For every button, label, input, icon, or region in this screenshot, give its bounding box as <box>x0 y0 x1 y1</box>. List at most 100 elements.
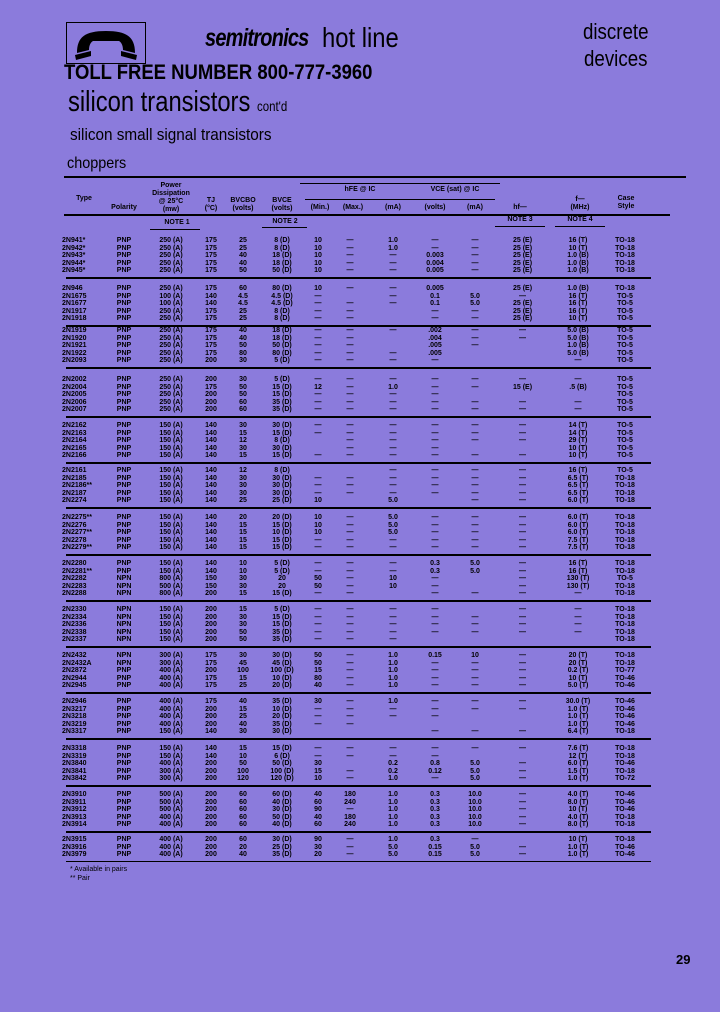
cell-bvceo: 15 (D) <box>272 429 292 437</box>
cell-ft: 8.0 (T) <box>567 798 589 806</box>
cell-ft: 10 (T) <box>568 674 588 682</box>
table-row: 2N2945 PNP 400 (A) 175 25 20 (D) 40 — 1.0 — — — 5.0 … <box>0 682 720 690</box>
cell-vce-ic: — <box>471 307 479 315</box>
cell-vce-sat: — <box>431 590 439 598</box>
cell-vce-sat: 0.003 <box>426 252 444 260</box>
cell-vce-sat: — <box>431 728 439 736</box>
cell-bvceo: 5 (D) <box>274 357 290 365</box>
cell-vce-sat: .002 <box>428 327 442 334</box>
cell-vce-sat: 0.005 <box>426 267 444 275</box>
cell-vce-ic: — <box>471 398 479 406</box>
cell-hfe-min: — <box>314 560 322 567</box>
cell-bvcbo: 80 <box>239 349 247 357</box>
cell-hfe-max: — <box>346 613 354 621</box>
cell-type: 2N2872 <box>62 667 87 675</box>
cell-vce-ic: — <box>471 259 479 267</box>
cell-bvceo: 15 (D) <box>272 613 292 621</box>
note-1: NOTE 1 <box>164 219 190 226</box>
header-vce-volts: (volts) <box>424 204 446 211</box>
cell-case: TO-46 <box>615 791 635 798</box>
cell-tj: 175 <box>205 698 217 705</box>
cell-hfe-max: — <box>346 444 354 452</box>
cell-bvceo: 30 (D) <box>272 489 292 497</box>
cell-polarity: PNP <box>116 452 132 460</box>
cell-tj: 140 <box>205 544 217 552</box>
cell-bvcbo: 50 <box>239 760 247 768</box>
cell-polarity: NPN <box>116 613 132 621</box>
cell-bvcbo: 50 <box>239 391 247 399</box>
cell-ft: 1.0 (B) <box>567 285 589 292</box>
cell-type: 2N1675 <box>62 292 87 300</box>
header-hfe-ic: (mA) <box>385 204 401 211</box>
cell-ft: 16 (T) <box>568 560 588 567</box>
cell-vce-ic: — <box>471 698 479 705</box>
table-row: 2N2334 NPN 150 (A) 200 30 15 (D) — — — — — — — TO-18 <box>0 614 720 622</box>
cell-bvceo: 35 (D) <box>272 628 292 636</box>
cell-hfe-small: — <box>519 682 526 690</box>
cell-bvcbo: 40 <box>239 698 247 705</box>
cell-vce-ic: 5.0 <box>470 300 480 308</box>
cell-vce-sat: — <box>431 674 439 682</box>
table-row: 2N2006 PNP 250 (A) 200 60 35 (D) — — — — — — — TO-5 <box>0 399 720 407</box>
cell-hfe-ic: — <box>389 713 397 721</box>
cell-hfe-min: — <box>314 334 322 342</box>
cell-hfe-min: — <box>314 636 322 644</box>
cell-hfe-max: — <box>346 705 354 713</box>
cell-case: TO-18 <box>615 244 635 252</box>
cell-hfe-min: 20 <box>314 851 322 859</box>
cell-ft: 5.0 (B) <box>567 327 589 334</box>
cell-bvceo: 18 (D) <box>272 334 292 342</box>
cell-hfe-small: — <box>519 452 526 460</box>
cell-type: 2N2162 <box>62 422 87 429</box>
cell-vce-ic: — <box>471 429 479 437</box>
cell-tj: 200 <box>205 398 217 406</box>
cell-hfe-min: 10 <box>314 252 322 260</box>
cell-tj: 200 <box>205 843 217 851</box>
cell-vce-sat: 0.15 <box>428 851 442 859</box>
cell-type: 2N3840 <box>62 760 87 768</box>
cell-case: TO-18 <box>615 521 635 529</box>
cell-hfe-max: — <box>346 582 354 590</box>
cell-vce-ic: — <box>471 452 479 460</box>
cell-bvceo: 15 (D) <box>272 544 292 552</box>
cell-polarity: NPN <box>116 659 132 667</box>
cell-type: 2N3911 <box>62 798 87 806</box>
header-ft: (MHz) <box>570 204 590 211</box>
cell-tj: 200 <box>205 791 217 798</box>
cell-bvceo: 30 (D) <box>272 482 292 490</box>
cell-ft: 6.0 (T) <box>567 760 589 768</box>
cell-hfe-ic: — <box>389 300 397 308</box>
cell-case: TO-18 <box>615 821 635 829</box>
cell-bvceo: 5 (D) <box>274 560 290 567</box>
cell-polarity: NPN <box>116 628 132 636</box>
cell-hfe-small: — <box>519 560 526 567</box>
table-row: 2N2161 PNP 150 (A) 140 12 8 (D) — — — — 16 (T) TO-5 <box>0 467 720 475</box>
cell-hfe-ic: 10 <box>389 582 397 590</box>
cell-vce-ic: — <box>471 836 479 843</box>
cell-bvcbo: 12 <box>239 467 247 474</box>
cell-hfe-min: — <box>314 422 322 429</box>
table-row: 2N2093 PNP 250 (A) 200 30 5 (D) — — — — — TO-5 <box>0 357 720 365</box>
cell-polarity: PNP <box>116 467 132 474</box>
cell-hfe-ic: 5.0 <box>388 514 398 521</box>
page-number: 29 <box>676 952 691 967</box>
cell-hfe-min: — <box>314 613 322 621</box>
cell-tj: 150 <box>205 575 217 583</box>
cell-tj: 200 <box>205 613 217 621</box>
cell-ft: — <box>574 406 582 414</box>
cell-vce-sat: 0.3 <box>430 798 440 806</box>
cell-vce-sat: — <box>431 444 439 452</box>
cell-hfe-ic: 1.0 <box>388 682 398 690</box>
cell-ft: 130 (T) <box>566 582 590 590</box>
cell-case: TO-5 <box>617 349 633 357</box>
cell-bvceo: 60 (D) <box>272 791 292 798</box>
cell-bvcbo: 40 <box>239 851 247 859</box>
cell-bvcbo: 40 <box>239 334 247 342</box>
cell-tj: 175 <box>205 252 217 260</box>
cell-pd: 150 (A) <box>159 621 183 629</box>
table-row: 2N2280 PNP 150 (A) 140 10 5 (D) — — — 0.3 5.0 — 16 (… <box>0 560 720 568</box>
table-row: 2N1921 PNP 250 (A) 175 50 50 (D) — — .005 — 1.0 (B… <box>0 342 720 350</box>
cell-hfe-min: — <box>314 489 322 497</box>
cell-vce-sat: — <box>431 452 439 460</box>
cell-bvcbo: 30 <box>239 482 247 490</box>
